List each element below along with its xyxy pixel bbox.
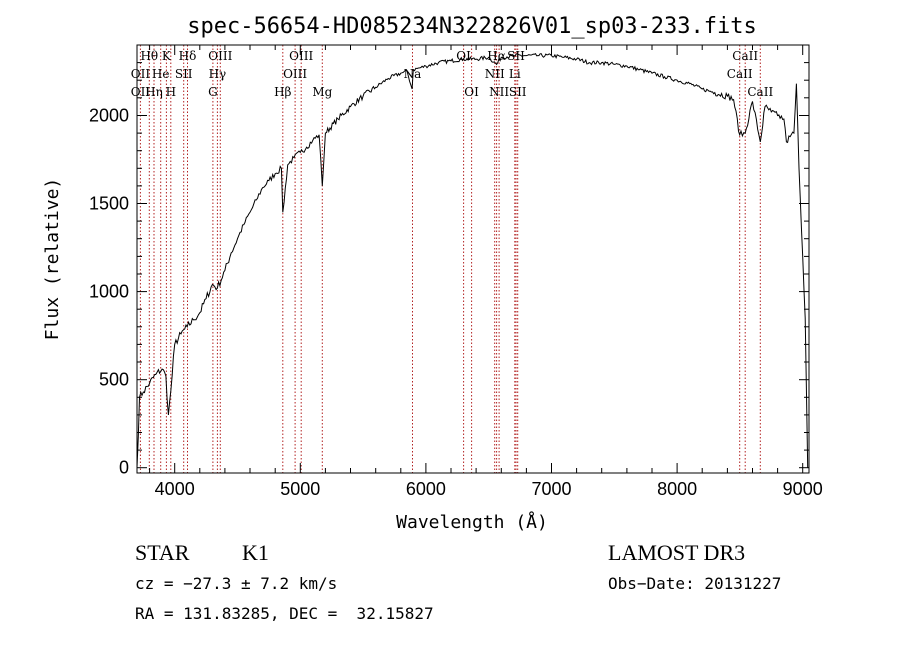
line-label: H: [166, 85, 176, 99]
line-label: OII: [131, 85, 151, 99]
coords-readout: RA = 131.83285, DEC = 32.15827: [135, 604, 434, 623]
line-label: NII: [485, 67, 505, 81]
line-label: OIII: [289, 49, 313, 63]
line-label: SII: [175, 67, 193, 81]
obs-date: Obs−Date: 20131227: [608, 574, 782, 593]
line-label: Hη: [145, 85, 163, 99]
line-label: OIII: [283, 67, 307, 81]
line-label: SII: [507, 49, 525, 63]
line-label: CaII: [747, 85, 773, 99]
x-tick-label: 8000: [657, 479, 697, 499]
line-label: NII: [489, 85, 509, 99]
x-axis-label: Wavelength (Å): [396, 511, 548, 533]
x-tick-label: 4000: [155, 479, 195, 499]
line-label: Mg: [312, 85, 332, 99]
y-tick-label: 1000: [89, 282, 129, 302]
x-tick-label: 6000: [406, 479, 446, 499]
cz-readout: cz = −27.3 ± 7.2 km/s: [135, 574, 338, 593]
spectrum-line: [136, 53, 809, 468]
line-label: Hα: [487, 49, 506, 63]
line-label: Hβ: [274, 85, 291, 99]
survey-label: LAMOST DR3: [608, 540, 746, 565]
line-label: Li: [509, 67, 521, 81]
axis-ticks: 4000 5000 6000 7000 8000 9000 0 500 1000 1500 2000: [89, 45, 823, 499]
line-label: OIII: [208, 49, 232, 63]
subclass-label: K1: [242, 540, 269, 565]
line-label: K: [162, 49, 172, 63]
marker-lines: [139, 45, 761, 473]
x-tick-label: 7000: [531, 479, 571, 499]
line-label: OI: [464, 85, 479, 99]
x-tick-label: 5000: [280, 479, 320, 499]
y-tick-label: 2000: [89, 106, 129, 126]
line-label: Hγ: [209, 67, 227, 81]
line-label: SII: [509, 85, 527, 99]
y-axis-label: Flux (relative): [42, 178, 63, 341]
x-tick-label: 9000: [783, 479, 823, 499]
plot-frame: [136, 44, 810, 474]
line-label: OII: [131, 67, 151, 81]
line-label: Hθ: [140, 49, 158, 63]
y-tick-label: 1500: [89, 194, 129, 214]
line-label: CaII: [732, 49, 758, 63]
y-tick-label: 500: [99, 370, 129, 390]
line-label: CaII: [727, 67, 753, 81]
line-label: Na: [404, 67, 422, 81]
y-tick-label: 0: [119, 458, 129, 478]
line-label: He: [152, 67, 170, 81]
line-label: OI: [456, 49, 471, 63]
line-label: G: [208, 85, 218, 99]
class-label: STAR: [135, 540, 190, 565]
chart-title: spec-56654-HD085234N322826V01_sp03-233.f…: [187, 14, 757, 39]
line-label: Hδ: [179, 49, 197, 63]
